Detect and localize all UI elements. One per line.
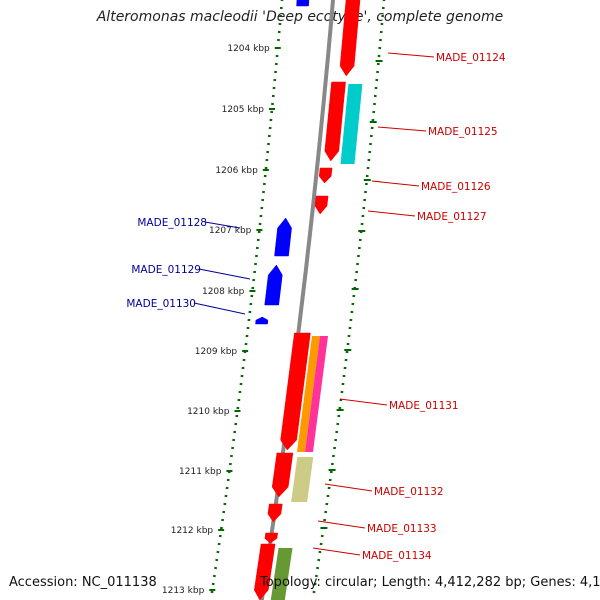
label-leader — [317, 520, 366, 529]
kbp-label: 1209 kbp — [195, 347, 238, 357]
gene-label: MADE_01133 — [367, 523, 437, 535]
kbp-label: 1204 kbp — [227, 44, 270, 54]
gene-label: MADE_01126 — [421, 181, 491, 193]
label-leader — [387, 52, 435, 58]
gene-label: MADE_01127 — [417, 211, 487, 223]
cds-feature — [297, 336, 320, 452]
gene-arrow — [267, 503, 283, 523]
label-leader — [193, 302, 246, 315]
gene-arrow — [271, 452, 294, 498]
cds-feature — [340, 84, 363, 164]
label-leader — [324, 483, 373, 492]
cds-feature — [291, 457, 314, 502]
gene-arrow — [296, 0, 310, 7]
map-title: Alteromonas macleodii 'Deep ecotype', co… — [96, 9, 504, 25]
gene-arrow — [274, 217, 292, 257]
label-leader — [198, 268, 251, 280]
gene-arrow — [264, 532, 278, 544]
label-leader — [371, 180, 420, 187]
kbp-label: 1211 kbp — [179, 467, 222, 477]
label-leader — [204, 221, 241, 229]
gene-arrow — [280, 332, 311, 451]
gene-arrow — [255, 316, 269, 325]
gene-label: MADE_01131 — [389, 400, 459, 412]
gene-arrow — [324, 81, 346, 162]
kbp-label: 1212 kbp — [171, 526, 214, 536]
topology-text: Topology: circular; Length: 4,412,282 bp… — [260, 575, 600, 590]
gene-label: MADE_01132 — [374, 486, 444, 498]
kbp-label: 1206 kbp — [215, 166, 258, 176]
gene-arrow — [264, 264, 283, 306]
gene-label: MADE_01124 — [436, 52, 506, 64]
gene-label: MADE_01125 — [428, 126, 498, 138]
gene-arrow — [318, 167, 333, 184]
label-leader — [367, 210, 416, 217]
label-leader — [339, 398, 388, 406]
gene-label: MADE_01134 — [362, 550, 432, 562]
kbp-label: 1208 kbp — [202, 287, 245, 297]
accession-text: Accession: NC_011138 — [9, 575, 157, 590]
gene-label: MADE_01128 — [137, 217, 207, 229]
kbp-label: 1207 kbp — [209, 226, 252, 236]
cds-feature — [270, 548, 293, 600]
kbp-label: 1205 kbp — [222, 105, 265, 115]
cds-feature — [305, 336, 328, 452]
label-leader — [377, 126, 427, 132]
gene-arrow — [314, 195, 329, 215]
kbp-label: 1210 kbp — [187, 407, 230, 417]
gene-arrow — [254, 543, 276, 600]
label-leader — [312, 547, 361, 556]
kbp-label: 1213 kbp — [162, 586, 205, 596]
gene-label: MADE_01129 — [131, 264, 201, 276]
gene-arrow — [339, 0, 361, 77]
gene-label: MADE_01130 — [126, 298, 196, 310]
